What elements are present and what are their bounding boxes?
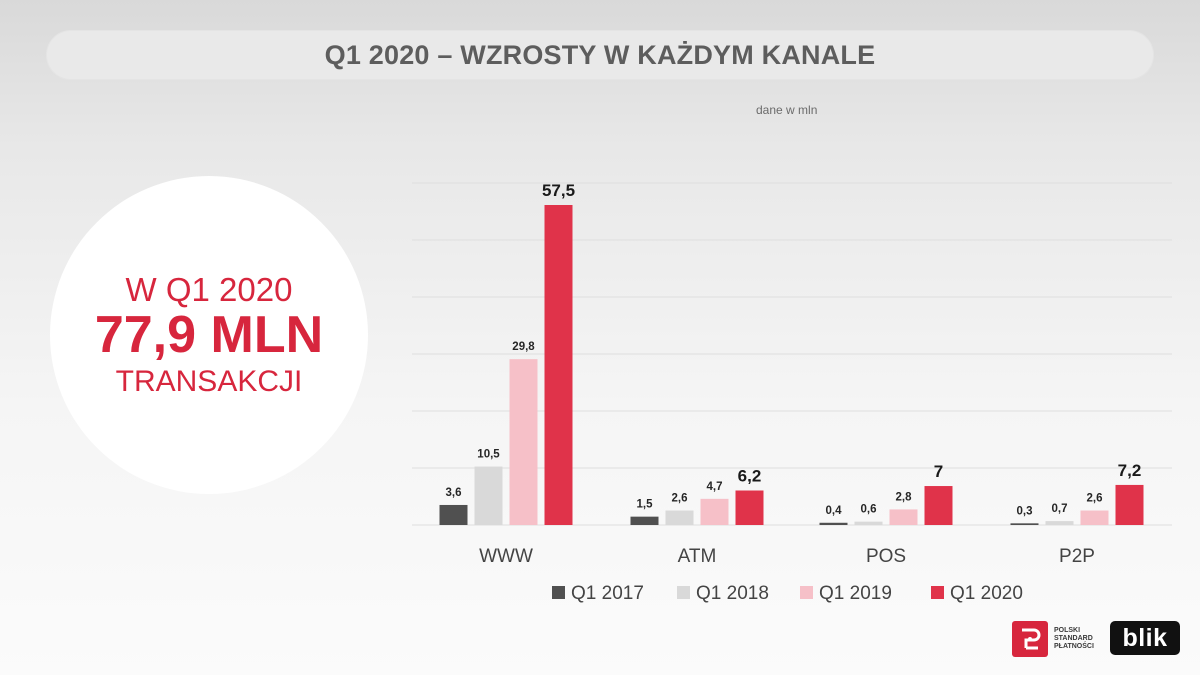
legend-label: Q1 2020 — [950, 583, 1023, 604]
page-title: Q1 2020 – WZROSTY W KAŻDYM KANALE — [324, 39, 876, 70]
bar-atm-q1-2020 — [735, 490, 764, 525]
data-label: 4,7 — [707, 481, 723, 493]
category-label: P2P — [1059, 546, 1095, 567]
legend-swatch — [931, 586, 944, 599]
bar-www-q1-2020 — [544, 205, 573, 525]
bar-pos-q1-2017 — [819, 522, 848, 525]
data-label: 7 — [934, 462, 943, 481]
data-label: 2,6 — [1087, 493, 1103, 505]
bar-www-q1-2019 — [509, 359, 538, 525]
blik-logo: blik — [1110, 621, 1180, 655]
legend-swatch — [677, 586, 690, 599]
psp-logo-mark-icon — [1012, 621, 1048, 657]
bar-pos-q1-2019 — [889, 509, 918, 525]
title-bar: Q1 2020 – WZROSTY W KAŻDYM KANALE — [46, 30, 1154, 80]
data-label: 0,7 — [1052, 503, 1068, 515]
bar-p2p-q1-2018 — [1045, 521, 1074, 525]
legend-swatch — [800, 586, 813, 599]
data-label: 2,8 — [896, 491, 913, 503]
bar-pos-q1-2020 — [924, 486, 953, 525]
legend-label: Q1 2017 — [571, 583, 644, 604]
legend-label: Q1 2019 — [819, 583, 892, 604]
data-label: 3,6 — [446, 487, 462, 499]
data-label: 0,6 — [861, 504, 877, 516]
bar-atm-q1-2018 — [665, 510, 694, 525]
highlight-circle: W Q1 2020 77,9 MLN TRANSAKCJI — [50, 176, 368, 494]
bar-pos-q1-2018 — [854, 521, 883, 525]
highlight-value: 77,9 MLN — [94, 306, 324, 365]
category-label: WWW — [479, 546, 533, 567]
legend-swatch — [552, 586, 565, 599]
bar-atm-q1-2019 — [700, 498, 729, 525]
bar-atm-q1-2017 — [630, 516, 659, 525]
data-label: 0,3 — [1017, 505, 1033, 517]
data-label: 57,5 — [542, 181, 575, 200]
legend-label: Q1 2018 — [696, 583, 769, 604]
data-label: 0,4 — [826, 505, 843, 517]
data-label: 6,2 — [738, 466, 762, 485]
bar-p2p-q1-2017 — [1010, 523, 1039, 525]
data-label: 29,8 — [512, 341, 535, 353]
data-label: 1,5 — [637, 499, 654, 511]
units-note: dane w mln — [756, 103, 818, 117]
category-label: POS — [866, 546, 906, 567]
data-label: 10,5 — [477, 449, 500, 461]
category-label: ATM — [678, 546, 717, 567]
bar-p2p-q1-2019 — [1080, 510, 1109, 525]
bar-www-q1-2017 — [439, 504, 468, 525]
highlight-caption: TRANSAKCJI — [115, 364, 303, 398]
data-label: 7,2 — [1118, 461, 1142, 480]
psp-logo: POLSKI STANDARD PŁATNOŚCI — [1012, 619, 1112, 659]
bar-p2p-q1-2020 — [1115, 484, 1144, 525]
psp-logo-text: POLSKI STANDARD PŁATNOŚCI — [1054, 627, 1094, 650]
data-label: 2,6 — [672, 493, 688, 505]
bar-www-q1-2018 — [474, 466, 503, 525]
highlight-period: W Q1 2020 — [125, 271, 293, 309]
